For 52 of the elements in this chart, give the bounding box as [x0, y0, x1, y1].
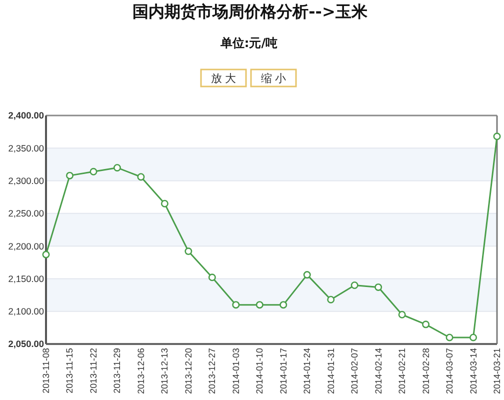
- x-tick-label: 2013-12-13: [160, 348, 170, 394]
- point: [90, 168, 98, 176]
- x-tick-label: 2013-12-06: [136, 348, 146, 394]
- x-tick-label: 2014-03-21: [492, 348, 502, 394]
- point: [208, 274, 216, 282]
- chart-subtitle: 单位:元/吨: [219, 36, 278, 50]
- x-tick-label: 2014-02-28: [420, 348, 431, 394]
- y-tick-label: 2,250.00: [8, 208, 44, 219]
- x-tick-label: 2014-03-07: [444, 348, 455, 394]
- x-tick-label: 2013-12-27: [207, 348, 218, 394]
- point: [350, 281, 358, 289]
- point: [160, 200, 168, 208]
- point: [280, 301, 288, 309]
- point: [184, 248, 192, 256]
- point: [42, 250, 50, 258]
- x-tick-label: 2014-02-07: [350, 348, 360, 394]
- y-tick-label: 2,400.00: [8, 110, 44, 121]
- x-tick-label: 2013-12-20: [183, 348, 194, 394]
- point: [327, 296, 335, 304]
- point: [470, 334, 478, 342]
- button: 放 大: [200, 68, 247, 88]
- point: [422, 320, 430, 328]
- y-tick-label: 2,150.00: [8, 274, 44, 284]
- point: [446, 334, 454, 342]
- y-tick-label: 2,050.00: [8, 339, 44, 350]
- y-tick-label: 2,100.00: [8, 306, 44, 317]
- point: [493, 132, 501, 140]
- x-tick-label: 2014-01-17: [278, 348, 288, 394]
- x-tick-label: 2013-11-22: [88, 348, 98, 394]
- x-tick-label: 2014-02-14: [373, 348, 384, 394]
- x-tick-label: 2013-11-29: [112, 348, 122, 394]
- y-tick-label: 2,300.00: [8, 176, 44, 186]
- x-tick-label: 2014-02-21: [397, 348, 408, 394]
- point: [66, 172, 74, 180]
- point: [113, 164, 121, 172]
- point: [398, 310, 406, 318]
- point: [137, 173, 145, 181]
- point: [303, 271, 311, 279]
- x-tick-label: 2014-03-14: [468, 348, 478, 394]
- x-tick-label: 2014-01-10: [254, 348, 265, 394]
- x-tick-label: 2013-11-08: [41, 348, 51, 394]
- x-tick-label: 2014-01-03: [230, 348, 241, 394]
- x-tick-label: 2013-11-15: [64, 348, 75, 394]
- chart-title: 国内期货市场周价格分析-->玉米: [132, 2, 368, 21]
- y-tick-label: 2,200.00: [8, 241, 44, 252]
- x-tick-label: 2014-01-24: [302, 348, 312, 394]
- point: [374, 283, 382, 291]
- y-tick-label: 2,350.00: [8, 143, 44, 154]
- x-tick-label: 2014-01-31: [326, 348, 336, 394]
- point: [232, 301, 240, 309]
- button: 缩 小: [250, 68, 297, 88]
- point: [256, 301, 264, 309]
